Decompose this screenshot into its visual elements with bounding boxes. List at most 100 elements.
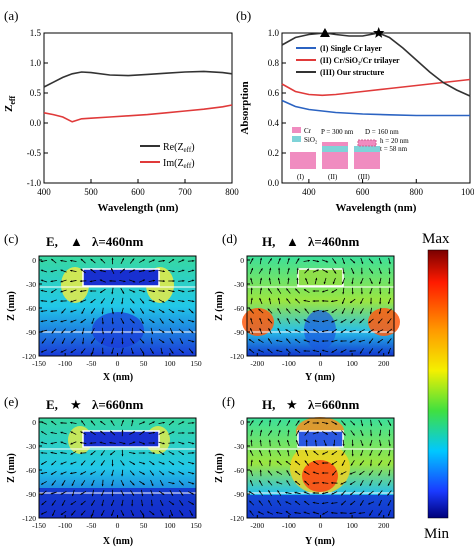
field-arrow-head <box>171 341 174 344</box>
field-arrow-head <box>40 441 43 444</box>
xtick-label: 600 <box>356 187 370 197</box>
panel-f-ylabel: Z (nm) <box>214 453 225 483</box>
field-arrow-head <box>132 462 135 465</box>
field-arrow-head <box>70 300 73 303</box>
field-arrow-head <box>259 450 262 453</box>
field-arrow-head <box>71 483 74 486</box>
field-arrow-head <box>192 300 195 303</box>
inset-case-i-label: (I) <box>297 173 305 181</box>
xtick-label: 150 <box>190 521 202 530</box>
panel-c-field: E, <box>46 234 58 249</box>
field-arrow-head <box>360 292 363 295</box>
series-line-1 <box>43 104 233 123</box>
field-arrow-head <box>101 312 104 315</box>
panel-c-xlabel: X (nm) <box>103 372 133 383</box>
field-arrow-head <box>50 451 53 454</box>
field-arrow-head <box>161 483 164 486</box>
panel-e: (e) E, ★ λ=660nm 0 -30 -60 -90 -120 -150 -100… <box>4 394 202 547</box>
field-arrow-head <box>378 483 381 486</box>
xtick-label: -100 <box>282 521 296 530</box>
field-arrow-head <box>352 261 356 264</box>
field-arrow-head <box>258 308 261 311</box>
field-arrow-head <box>109 279 112 282</box>
field-arrow-head <box>369 312 372 315</box>
colorbar: Max Min <box>422 231 450 542</box>
panel-d-ylabel: Z (nm) <box>214 291 225 321</box>
ztick-label: -90 <box>26 490 36 499</box>
panel-d-arrows <box>248 257 393 355</box>
ytick-label: -0.5 <box>27 148 42 158</box>
xtick-label: -50 <box>86 359 96 368</box>
field-arrow-head <box>258 500 261 503</box>
field-arrow-head <box>191 492 194 495</box>
panel-a-yticks: -1.0 -0.5 0.0 0.5 1.0 1.5 <box>27 28 48 188</box>
xtick-label: 800 <box>410 187 424 197</box>
field-arrow-head <box>370 424 373 427</box>
field-arrow-head <box>360 483 363 486</box>
ztick-label: -120 <box>230 514 244 523</box>
field-arrow-head <box>40 451 43 454</box>
legend-label-im: Im(Zeff) <box>163 158 195 170</box>
field-arrow-head <box>122 258 124 261</box>
field-arrow-head <box>312 299 315 303</box>
field-arrow-head <box>142 442 146 445</box>
field-arrow-head <box>111 503 114 506</box>
field-arrow-head <box>132 290 136 293</box>
xtick-label: 0 <box>116 521 120 530</box>
field-arrow-head <box>278 429 281 433</box>
field-arrow-head <box>341 493 344 496</box>
field-arrow-head <box>162 421 165 424</box>
field-arrow-head <box>276 339 279 342</box>
field-arrow-head <box>388 454 391 457</box>
field-arrow-head <box>269 258 272 261</box>
panel-c-label: (c) <box>4 231 18 246</box>
field-arrow-head <box>285 461 288 464</box>
field-arrow-head <box>268 328 271 331</box>
field-arrow-head <box>142 472 145 475</box>
field-arrow-head <box>259 439 262 442</box>
field-arrow-head <box>172 472 175 475</box>
field-arrow-head <box>41 482 44 485</box>
field-arrow-head <box>40 310 43 313</box>
field-arrow-head <box>91 483 94 486</box>
panel-c-arrows <box>40 257 195 355</box>
field-arrow-head <box>131 332 134 335</box>
field-arrow-head <box>152 300 155 303</box>
field-arrow-head <box>172 300 175 303</box>
panel-d-zticks: 0 -30 -60 -90 -120 <box>230 256 250 361</box>
field-arrow-head <box>142 341 145 344</box>
field-arrow-head <box>377 351 381 354</box>
field-arrow-head <box>312 491 315 495</box>
panel-b-ylabel: Absorption <box>239 81 251 134</box>
field-arrow-head <box>181 331 184 334</box>
field-arrow-head <box>51 421 54 424</box>
field-arrow-head <box>267 318 270 321</box>
field-arrow-head <box>387 351 390 354</box>
field-arrow-head <box>60 421 63 424</box>
field-arrow-head <box>170 331 173 334</box>
field-arrow-head <box>101 503 104 507</box>
field-arrow-head <box>162 300 165 303</box>
field-arrow-head <box>162 462 165 465</box>
field-arrow-head <box>180 341 183 344</box>
field-arrow-head <box>111 473 114 477</box>
field-arrow-head <box>132 341 135 344</box>
colorbar-max-label: Max <box>422 231 450 247</box>
field-arrow-head <box>192 320 195 323</box>
field-arrow-head <box>277 277 280 281</box>
panel-f-substrate <box>247 495 394 518</box>
field-arrow-head <box>152 259 155 262</box>
field-arrow-head <box>268 338 271 341</box>
field-arrow-head <box>325 432 328 435</box>
field-arrow-head <box>269 459 272 462</box>
field-arrow-head <box>268 449 271 453</box>
field-arrow-head <box>360 351 363 354</box>
xtick-label: -50 <box>86 521 96 530</box>
field-arrow-head <box>50 472 54 475</box>
field-arrow-head <box>267 470 270 473</box>
field-arrow-head <box>152 279 155 282</box>
field-arrow-head <box>172 482 175 485</box>
field-arrow-head <box>250 287 253 290</box>
field-arrow-head <box>192 451 195 454</box>
